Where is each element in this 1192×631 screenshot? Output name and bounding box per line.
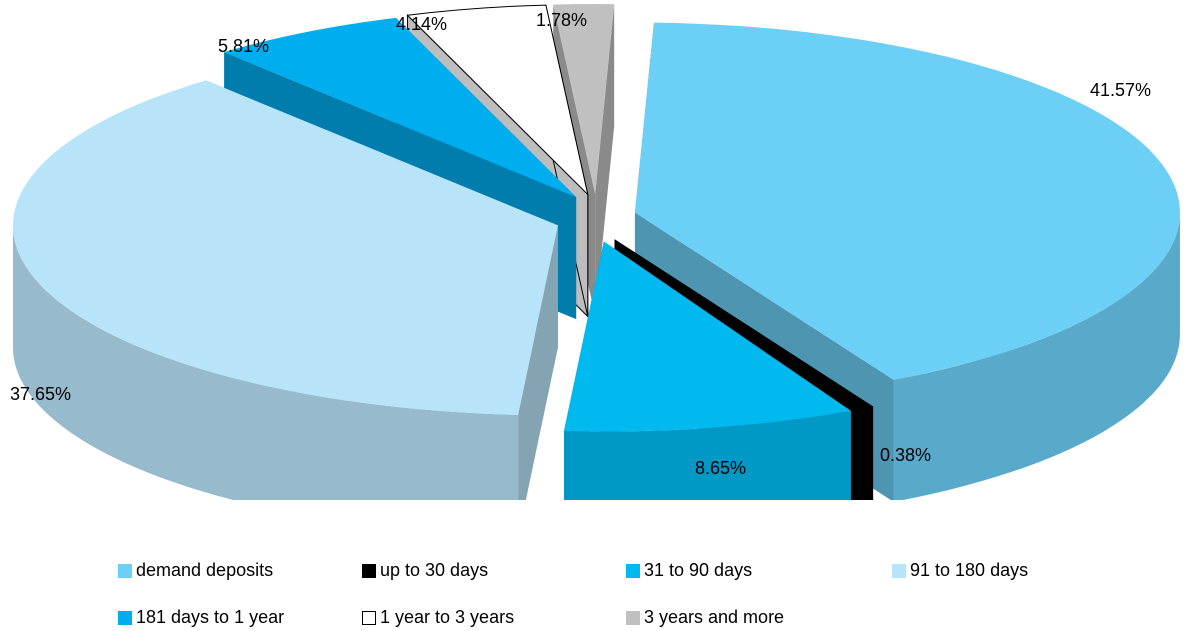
data-label-181-days-to-1-year: 5.81% [218,36,270,56]
slice-top-demand-deposits [634,22,1180,380]
legend-label: up to 30 days [380,560,489,580]
slice-top-1-year-to-3-years [406,4,589,197]
legend-swatch-up-to-30-days [362,563,376,578]
legend-swatch-1-year-to-3-years [362,610,376,625]
legend-label: 91 to 180 days [910,560,1029,580]
data-label-demand-deposits: 41.57% [1090,80,1152,100]
data-label-up-to-30-days: 0.38% [880,445,932,465]
slice-side-demand-deposits [893,212,1180,500]
slice-side-31-to-90-days [564,410,851,500]
legend-label: 1 year to 3 years [380,607,515,627]
legend-swatch-3-years-and-more [626,610,640,625]
legend-swatch-31-to-90-days [626,563,640,578]
data-label-91-to-180-days: 37.65% [10,384,72,404]
legend-swatch-91-to-180-days [892,563,906,578]
legend-label: demand deposits [136,560,274,580]
slice-top-3-years-and-more [553,4,615,195]
legend-swatch-demand-deposits [118,563,132,578]
slice-top-31-to-90-days [564,241,851,432]
legend-item-91-to-180-days: 91 to 180 days [892,560,1028,581]
pie-chart [12,4,1180,500]
slice-side-91-to-180-days [12,225,519,500]
legend-swatch-181-days-to-1-year [118,610,132,625]
legend-label: 181 days to 1 year [136,607,285,627]
legend-item-31-to-90-days: 31 to 90 days [626,560,752,581]
legend-item-1-year-to-3-years: 1 year to 3 years [362,607,514,628]
slice-top-up-to-30-days [614,239,874,409]
slice-91-to-180-days [12,80,558,500]
legend-item-demand-deposits: demand deposits [118,560,273,581]
legend-item-up-to-30-days: up to 30 days [362,560,488,581]
data-label-31-to-90-days: 8.65% [695,458,747,478]
slice-top-181-days-to-1-year [224,17,577,198]
slice-31-to-90-days [564,241,851,500]
slice-top-91-to-180-days [12,80,558,415]
slice-wall-3-years-and-more-end [595,4,615,317]
slice-side-up-to-30-days [861,406,874,500]
legend-label: 3 years and more [644,607,785,627]
legend-item-3-years-and-more: 3 years and more [626,607,784,628]
legend-item-181-days-to-1-year: 181 days to 1 year [118,607,284,628]
data-label-3-years-and-more: 1.78% [536,10,588,30]
data-label-1-year-to-3-years: 4.14% [396,14,448,34]
legend-label: 31 to 90 days [644,560,753,580]
